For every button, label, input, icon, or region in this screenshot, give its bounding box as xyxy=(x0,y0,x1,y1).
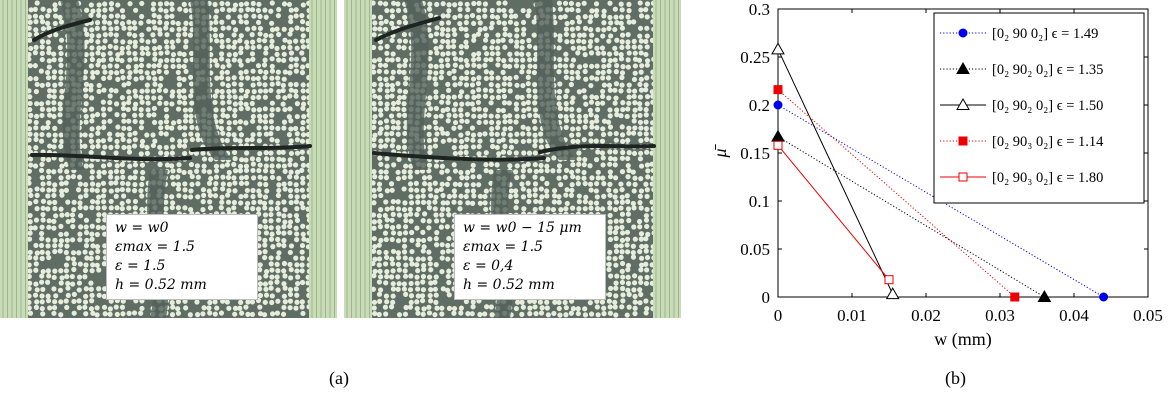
data-point xyxy=(884,275,894,285)
legend-label: [0₂ 90₂ 0₂] ϵ = 1.50 xyxy=(992,98,1103,114)
micrograph-left-image xyxy=(0,0,337,318)
crack xyxy=(190,144,312,152)
right-param-h: h = 0.52 mm xyxy=(463,277,555,293)
ply-strip xyxy=(344,0,372,318)
legend-label: [0₂ 90₃ 0₂] ϵ = 1.14 xyxy=(992,134,1104,150)
legend-box xyxy=(933,12,1145,204)
resin-band xyxy=(190,0,232,160)
series-line xyxy=(777,89,1016,298)
data-point xyxy=(1037,289,1052,302)
y-axis-label: μ̄ xyxy=(710,143,730,158)
left-param-eps: ε = 1.5 xyxy=(115,258,166,274)
right-param-w: w = w0 − 15 μm xyxy=(463,220,582,236)
series-line xyxy=(777,49,894,295)
fibers xyxy=(26,0,313,318)
series-line xyxy=(777,136,1045,298)
caption-a: (a) xyxy=(329,368,349,388)
y-tick-label: 0.1 xyxy=(749,192,770,211)
ply-strip xyxy=(309,0,337,318)
left-parameter-box: w = w0 εmax = 1.5 ε = 1.5 h = 0.52 mm xyxy=(106,214,258,300)
series-line xyxy=(777,145,890,281)
x-tick-label: 0.01 xyxy=(837,306,867,325)
legend-label: [0₂ 90₃ 0₂] ϵ = 1.80 xyxy=(992,170,1103,186)
data-point xyxy=(885,287,900,300)
y-tick-label: 0.3 xyxy=(749,0,770,19)
resin-band xyxy=(534,0,576,160)
legend-entry: [0₂ 90 0₂] ϵ = 1.49 xyxy=(940,26,1098,42)
micrograph-left xyxy=(0,0,337,318)
x-tick-label: 0.02 xyxy=(911,306,941,325)
caption-b: (b) xyxy=(945,368,966,388)
x-tick-label: 0.05 xyxy=(1133,306,1163,325)
x-tick-label: 0.04 xyxy=(1059,306,1089,325)
crack xyxy=(374,16,441,42)
resin-band xyxy=(60,0,85,170)
legend-entry: [0₂ 90₂ 0₂] ϵ = 1.35 xyxy=(940,61,1103,78)
legend-entry: [0₂ 90₂ 0₂] ϵ = 1.50 xyxy=(940,97,1103,114)
legend-entry: [0₂ 90₃ 0₂] ϵ = 1.80 xyxy=(940,170,1103,186)
y-tick-label: 0.2 xyxy=(749,96,770,115)
legend-marker xyxy=(958,136,968,146)
legend-label: [0₂ 90₂ 0₂] ϵ = 1.35 xyxy=(992,62,1103,78)
x-axis-label: w (mm) xyxy=(934,329,992,350)
crack xyxy=(32,18,92,42)
crack xyxy=(538,144,656,154)
y-tick-label: 0.15 xyxy=(740,144,770,163)
data-point xyxy=(773,140,783,150)
legend-marker xyxy=(958,172,968,182)
right-param-epsmax: εmax = 1.5 xyxy=(463,239,543,255)
left-param-epsmax: εmax = 1.5 xyxy=(115,239,195,255)
legend-marker xyxy=(956,97,970,110)
crack xyxy=(30,152,192,162)
crack xyxy=(372,151,546,162)
ply-strip xyxy=(0,0,28,318)
x-tick-label: 0.03 xyxy=(985,306,1015,325)
data-point xyxy=(771,129,785,142)
x-tick-label: 0 xyxy=(774,306,783,325)
fiber-field xyxy=(26,0,313,318)
data-point xyxy=(1099,292,1109,302)
series-3 xyxy=(773,85,1020,302)
y-tick-label: 0.25 xyxy=(740,48,770,67)
left-param-h: h = 0.52 mm xyxy=(115,277,207,293)
data-point xyxy=(1010,292,1020,302)
y-tick-label: 0.05 xyxy=(740,240,770,259)
legend-marker xyxy=(956,61,970,74)
y-tick-label: 0 xyxy=(762,288,771,307)
legend-entry: [0₂ 90₃ 0₂] ϵ = 1.14 xyxy=(940,134,1104,150)
left-param-w: w = w0 xyxy=(115,220,169,236)
series-2 xyxy=(771,42,900,300)
ply-strip xyxy=(653,0,681,318)
data-point xyxy=(773,85,783,95)
right-param-eps: ε = 0,4 xyxy=(463,258,514,274)
wear-chart: 0 0.01 0.02 0.03 0.04 0.05 0 0.05 0.1 0.15 0.2 0.25… xyxy=(710,0,1163,350)
legend-label: [0₂ 90 0₂] ϵ = 1.49 xyxy=(992,26,1098,42)
data-point xyxy=(773,100,783,110)
legend-marker xyxy=(958,28,968,38)
data-point xyxy=(771,42,785,55)
right-parameter-box: w = w0 − 15 μm εmax = 1.5 ε = 0,4 h = 0.… xyxy=(454,214,606,300)
resin-band xyxy=(404,0,429,170)
series-4 xyxy=(773,140,894,285)
